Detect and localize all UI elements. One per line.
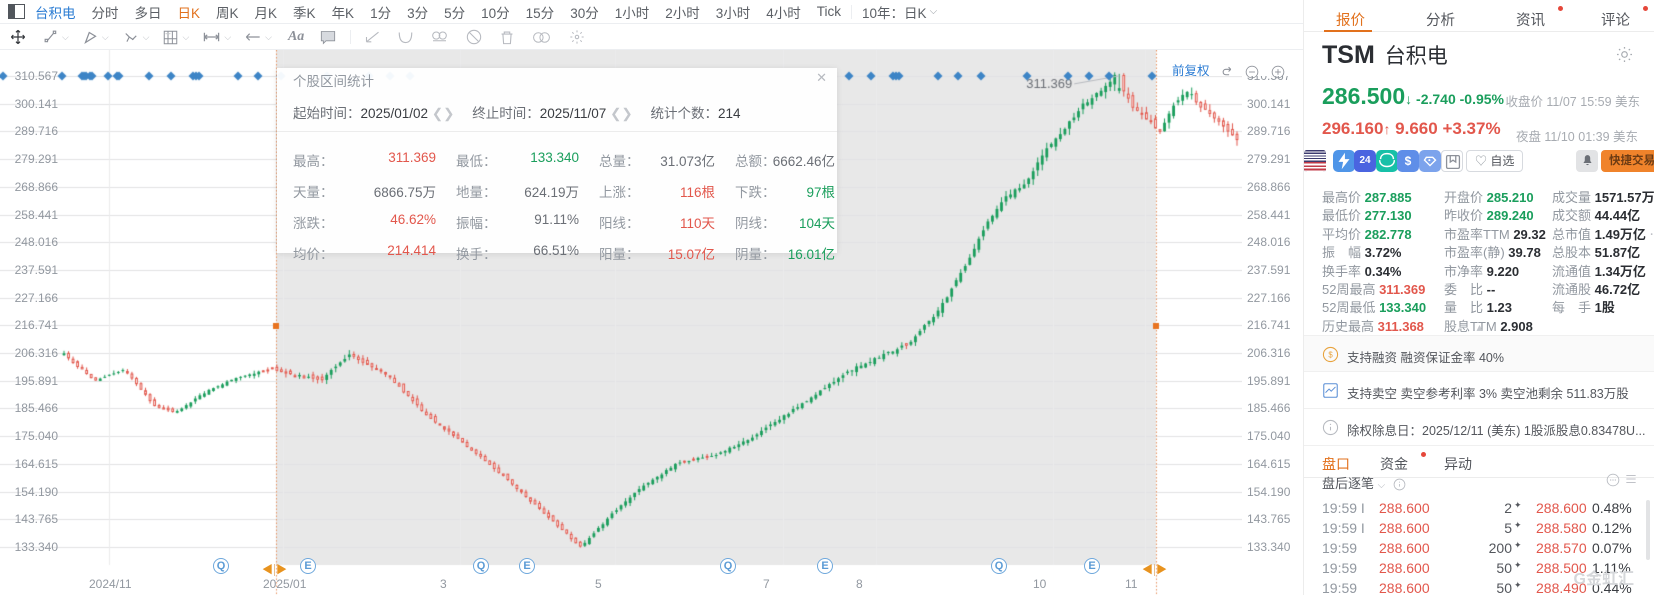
svg-text:$: $: [1328, 351, 1333, 360]
